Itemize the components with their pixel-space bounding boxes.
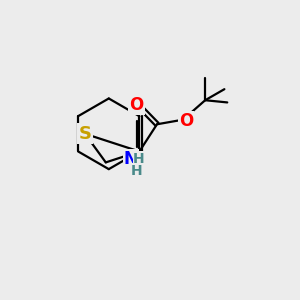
Text: O: O: [179, 112, 193, 130]
Text: S: S: [79, 125, 92, 143]
Text: N: N: [124, 150, 138, 168]
Text: H: H: [130, 164, 142, 178]
Text: O: O: [130, 96, 144, 114]
Text: H: H: [133, 152, 145, 166]
